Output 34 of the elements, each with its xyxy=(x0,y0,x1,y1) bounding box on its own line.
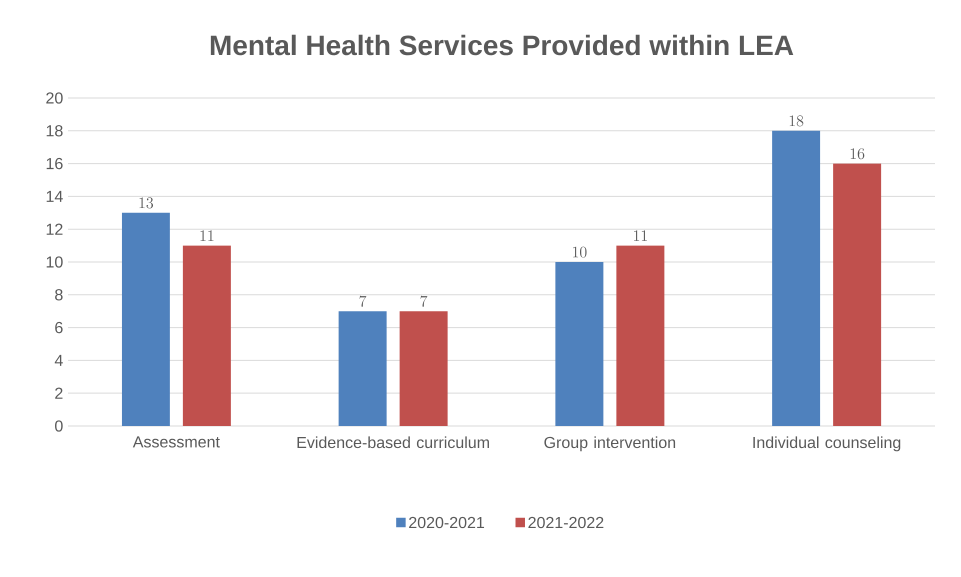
bar xyxy=(122,212,170,426)
bar xyxy=(182,246,231,426)
y-tick-label: 2 xyxy=(55,388,62,399)
y-tick-label: 4 xyxy=(54,354,63,366)
bar xyxy=(555,262,604,426)
data-label: 10 xyxy=(573,246,587,258)
y-tick-label: 0 xyxy=(55,420,63,432)
x-tick-label: Group intervention xyxy=(544,436,676,452)
y-tick-label: 20 xyxy=(46,92,63,104)
y-tick-label: 16 xyxy=(46,158,63,170)
bar xyxy=(772,130,820,426)
data-label: 7 xyxy=(420,296,428,307)
y-tick-label: 10 xyxy=(46,256,63,268)
bar xyxy=(338,311,387,426)
y-tick-label: 18 xyxy=(46,125,63,136)
y-tick-label: 14 xyxy=(46,190,63,202)
x-tick-label: Assessment xyxy=(132,436,220,448)
x-tick-label: Evidence-based curriculum xyxy=(298,436,489,448)
y-tick-label: 12 xyxy=(46,224,62,235)
bar xyxy=(616,246,664,426)
x-tick-label: Individual counseling xyxy=(753,436,900,452)
legend-label: 2021-2022 xyxy=(528,516,604,528)
bar xyxy=(833,164,882,426)
data-label: 11 xyxy=(200,230,214,241)
data-label: 7 xyxy=(360,296,366,307)
y-tick-label: 6 xyxy=(55,322,63,334)
chart-title: Mental Health Services Provided within LEA xyxy=(210,34,794,56)
y-tick-label: 8 xyxy=(55,289,63,300)
data-label: 13 xyxy=(140,197,154,208)
data-label: 16 xyxy=(850,148,864,160)
data-label: 11 xyxy=(634,230,647,241)
legend-label: 2020-2021 xyxy=(409,516,484,528)
bar xyxy=(400,311,448,426)
data-label: 18 xyxy=(790,115,804,126)
